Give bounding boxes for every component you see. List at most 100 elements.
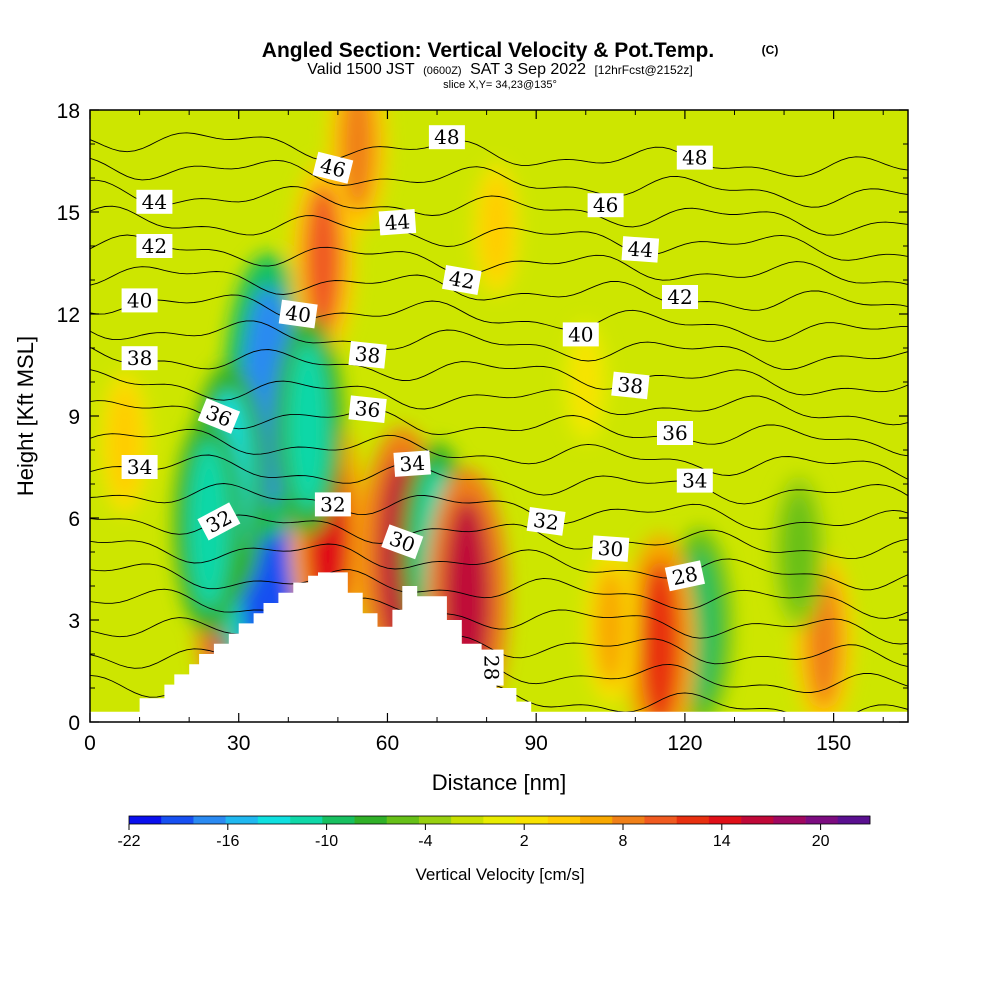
colorbar-tick-label: -16 (216, 833, 239, 850)
velocity-blob (639, 559, 681, 722)
contour-label-text: 38 (616, 372, 644, 399)
contour-label-text: 40 (284, 300, 313, 327)
theta-contour-line (90, 588, 908, 645)
theta-contour-line (90, 179, 908, 236)
x-axis-label: Distance [nm] (432, 770, 567, 795)
colorbar-swatch (580, 816, 613, 824)
contour-label-text: 36 (354, 396, 382, 423)
contour-label-box (393, 450, 431, 477)
contour-label-box (676, 145, 713, 170)
valid-time-line: Valid 1500 JST (0600Z) SAT 3 Sep 2022 [1… (307, 61, 692, 78)
y-tick-label: 6 (68, 508, 80, 531)
theta-contour-line (90, 346, 908, 396)
contour-label-box (312, 151, 354, 184)
velocity-blob (110, 388, 140, 499)
contour-label: 44 (136, 189, 173, 214)
x-tick-label: 60 (376, 732, 399, 755)
y-tick-label: 9 (68, 406, 80, 429)
contour-label-text: 34 (682, 469, 707, 493)
contour-label-text: 36 (662, 421, 687, 445)
contour-label-text: 28 (670, 561, 700, 590)
contour-label-box (136, 234, 173, 258)
colorbar-swatch (515, 816, 549, 824)
contour-label-box (378, 208, 417, 236)
contour-label: 32 (314, 492, 351, 517)
theta-contour-line (90, 428, 908, 480)
colorbar: -22 -16 -10 -4 2 8 14 20 (117, 815, 871, 850)
contour-label-box (348, 340, 387, 369)
x-axis: 0 30 60 90 120 150 (84, 110, 884, 755)
colorbar-tick-label: -4 (418, 833, 432, 850)
contour-label: 38 (121, 346, 158, 371)
contour-label-text: 30 (597, 536, 624, 562)
contour-label: 42 (441, 265, 482, 295)
contour-label-text: 42 (667, 285, 692, 309)
contour-label-box (479, 649, 504, 686)
colorbar-swatch (644, 816, 677, 824)
contour-label: 34 (676, 468, 713, 493)
contour-label-text: 40 (127, 288, 152, 312)
contour-label: 44 (378, 208, 417, 236)
contour-label-text: 44 (142, 190, 167, 214)
y-tick-label: 3 (68, 610, 80, 633)
valid-time-text: Valid 1500 JST (307, 61, 415, 78)
theta-contour-line (90, 320, 908, 371)
contour-label: 32 (526, 507, 566, 536)
contour-label-box (428, 125, 465, 150)
colorbar-swatch (386, 816, 420, 824)
contour-label-text: 46 (593, 193, 618, 217)
contour-label-box (121, 288, 158, 313)
contour-label: 38 (348, 340, 387, 369)
theta-contour-line (90, 157, 908, 208)
colorbar-swatch (805, 816, 839, 824)
colorbar-swatch (225, 816, 259, 824)
contour-label-box (611, 371, 650, 400)
colorbar-swatch (161, 816, 194, 824)
contour-label-box (121, 346, 158, 371)
contour-label-box (621, 236, 660, 263)
contour-label-box (657, 421, 693, 445)
contour-label: 28 (664, 560, 706, 592)
x-tick-label: 150 (816, 732, 851, 755)
theta-contour-line (90, 483, 908, 530)
contour-label: 30 (591, 535, 630, 562)
contour-label-text: 34 (399, 451, 426, 477)
contour-label: 28 (479, 649, 504, 686)
contour-label-box (197, 398, 241, 434)
contour-label: 34 (393, 450, 431, 477)
contour-label-box (121, 455, 158, 479)
contour-label-box (381, 524, 424, 560)
date-text: SAT 3 Sep 2022 (470, 61, 586, 78)
contour-label-text: 42 (142, 234, 167, 258)
contour-label-text: 34 (127, 455, 152, 479)
y-tick-label: 0 (68, 712, 80, 735)
contour-label: 40 (121, 288, 158, 313)
contour-label-text: 38 (127, 346, 152, 370)
colorbar-tick-label: 14 (713, 833, 731, 850)
colorbar-swatch (708, 816, 742, 824)
theta-contour-line (90, 294, 908, 342)
contour-label: 34 (121, 455, 158, 479)
y-tick-label: 12 (57, 304, 80, 327)
contour-label-text: 32 (320, 492, 345, 516)
y-axis-label: Height [Kft MSL] (13, 336, 38, 496)
colorbar-swatch (741, 816, 774, 824)
chart-title: Angled Section: Vertical Velocity & Pot.… (262, 39, 714, 62)
copyright-mark: (C) (762, 43, 779, 57)
contour-label-box (348, 395, 387, 424)
contour-label: 44 (621, 236, 660, 263)
contour-label-text: 38 (354, 342, 382, 369)
colorbar-swatch (322, 816, 355, 824)
contour-label: 46 (587, 193, 624, 218)
colorbar-swatch (451, 816, 484, 824)
contour-label-box (526, 507, 566, 536)
colorbar-swatch (773, 816, 806, 824)
theta-contour-line (90, 369, 908, 426)
contour-label: 48 (676, 145, 713, 170)
colorbar-tick-label: -10 (315, 833, 338, 850)
contour-label: 48 (428, 125, 465, 150)
velocity-blob (287, 341, 329, 511)
colorbar-swatch (837, 816, 871, 824)
